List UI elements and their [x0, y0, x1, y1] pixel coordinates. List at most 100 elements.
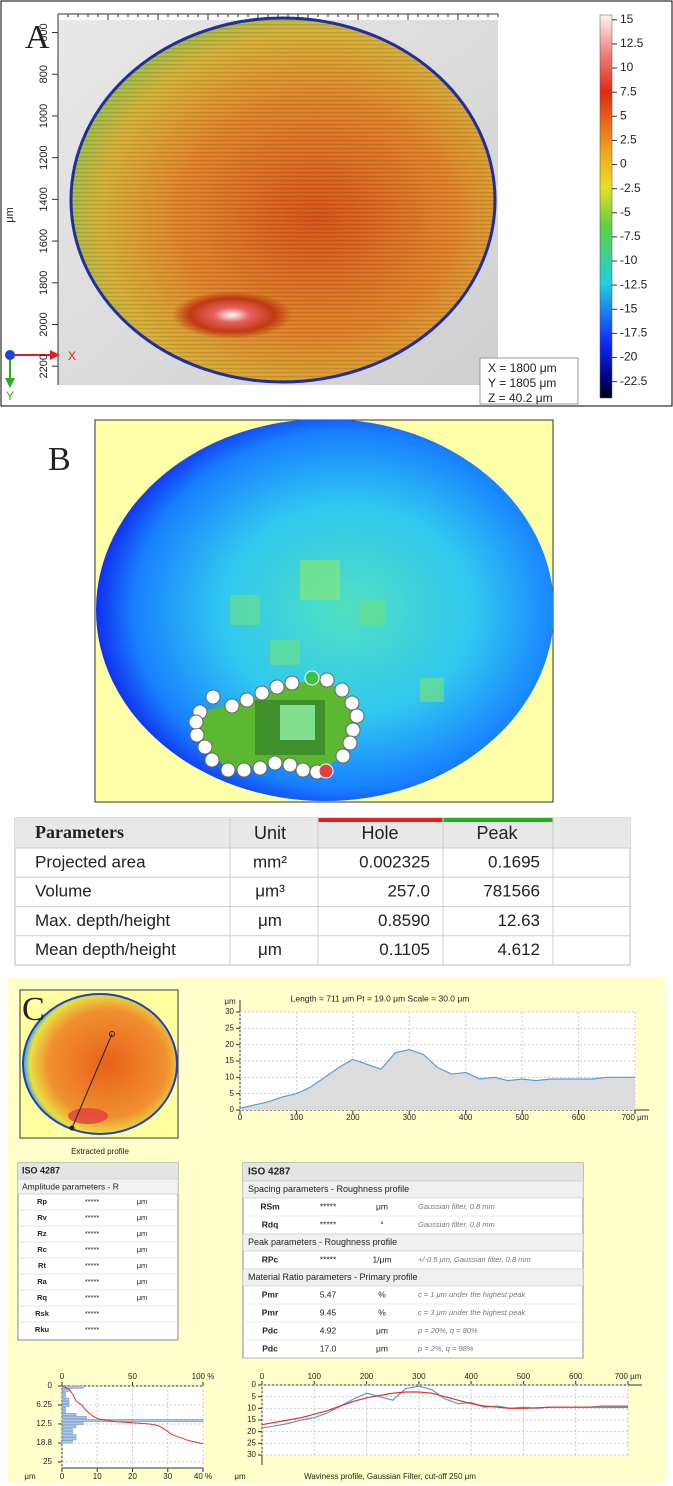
iso-cell: p = 2%, q = 98% — [417, 1344, 474, 1353]
y-tick-label: 12.5 — [36, 1419, 52, 1428]
y-tick-label: 800 — [38, 65, 50, 83]
x2-tick-label: 100 % — [192, 1372, 215, 1381]
iso-cell: 4.92 — [320, 1325, 337, 1335]
histogram-bar — [62, 1422, 83, 1424]
gizmo-label: Y — [6, 389, 14, 403]
iso-cell: μm — [137, 1293, 148, 1302]
contour-dot — [350, 709, 364, 723]
contour-dot — [336, 749, 350, 763]
iso-cell: +/-0.5 μm, Gaussian filter, 0.8 mm — [418, 1255, 531, 1264]
histogram-bar — [62, 1413, 76, 1415]
y-axis-label: μm — [4, 207, 16, 223]
histogram-bar — [62, 1441, 73, 1443]
contour-dot — [198, 740, 212, 754]
iso-section: Material Ratio parameters - Primary prof… — [248, 1272, 418, 1282]
patch — [360, 600, 385, 625]
iso-cell: Rku — [35, 1325, 50, 1334]
y-tick-label: 15 — [225, 1056, 234, 1065]
iso-cell: μm — [376, 1325, 388, 1335]
iso-cell: p = 20%, q = 80% — [417, 1326, 478, 1335]
iso-title: ISO 4287 — [248, 1167, 291, 1178]
x-tick-label: 30 — [163, 1472, 172, 1481]
histogram-bar — [62, 1425, 76, 1427]
x-tick-label: 100 — [308, 1372, 322, 1381]
iso-cell: 9.45 — [320, 1307, 337, 1317]
iso-title: ISO 4287 — [22, 1165, 60, 1175]
table-cell: μm³ — [255, 882, 285, 901]
thumbnail-spot — [68, 1108, 108, 1124]
contour-dot — [205, 753, 219, 767]
iso-cell: Ra — [37, 1277, 47, 1286]
y-tick-label: 6.25 — [36, 1400, 52, 1409]
y-tick-label: 25 — [247, 1438, 256, 1447]
iso-cell: RPc — [262, 1254, 279, 1264]
iso-cell: Pmr — [262, 1289, 279, 1299]
iso-cell: Rsk — [35, 1309, 50, 1318]
colorbar-tick-label: 15 — [620, 12, 634, 26]
y-tick-label: 20 — [247, 1427, 256, 1436]
table-cell: 0.8590 — [378, 911, 430, 930]
y-tick-label: 5 — [252, 1392, 257, 1401]
table-cell: 257.0 — [387, 882, 430, 901]
peak-marker — [443, 818, 553, 822]
table-cell: Volume — [35, 882, 92, 901]
x2-tick-label: 50 — [128, 1372, 137, 1381]
iso-cell: ***** — [320, 1201, 337, 1211]
iso-cell: Gaussian filter, 0.8 mm — [418, 1220, 495, 1229]
colorbar-tick-label: 7.5 — [620, 84, 637, 98]
y-tick-label: 5 — [230, 1089, 235, 1098]
iso-cell: ***** — [85, 1309, 100, 1318]
colorbar-tick-label: -12.5 — [620, 277, 648, 291]
table-cell: Max. depth/height — [35, 911, 170, 930]
iso-cell: Rc — [37, 1245, 47, 1254]
profile-start — [70, 1126, 75, 1131]
x-tick-label: 700 μm — [615, 1372, 642, 1381]
patch — [270, 640, 300, 665]
x-tick-label: 200 — [346, 1113, 360, 1122]
colorbar-tick-label: -7.5 — [620, 229, 641, 243]
contour-dot — [225, 699, 239, 713]
x-tick-label: 400 — [464, 1372, 478, 1381]
histogram-bar — [62, 1432, 73, 1434]
table-cell: μm — [258, 911, 282, 930]
histogram-bar — [62, 1398, 69, 1400]
iso-title-row — [243, 1163, 583, 1181]
iso-cell: 5.47 — [320, 1289, 337, 1299]
readout: X = 1800 μm — [488, 361, 557, 375]
colorbar-tick-label: 10 — [620, 60, 634, 74]
gizmo-label: X — [68, 349, 76, 363]
histogram-bar — [62, 1438, 76, 1440]
iso-cell: c = 3 μm under the highest peak — [418, 1308, 527, 1317]
table-cell: 4.612 — [497, 940, 540, 959]
colorbar-tick-label: -20 — [620, 350, 638, 364]
y-tick-label: 30 — [247, 1450, 256, 1459]
iso-cell: μm — [137, 1213, 148, 1222]
contour-dot — [221, 763, 235, 777]
iso-cell: μm — [137, 1229, 148, 1238]
iso-cell: μm — [376, 1343, 388, 1353]
iso-cell: ***** — [85, 1277, 100, 1286]
table-cell: mm² — [253, 852, 287, 871]
y-tick-label: 10 — [247, 1403, 256, 1412]
iso-cell: Rp — [37, 1197, 47, 1206]
y-tick-label: 0 — [48, 1381, 53, 1390]
iso-cell: μm — [137, 1197, 148, 1206]
table-header: Peak — [476, 823, 518, 843]
contour-dot — [283, 758, 297, 772]
histogram-bar — [62, 1419, 203, 1421]
histogram-bar — [62, 1389, 69, 1391]
y-tick-label: 1200 — [38, 145, 50, 169]
iso-cell: Gaussian filter, 0.8 mm — [418, 1202, 495, 1211]
x-tick-label: 0 — [260, 1372, 265, 1381]
contour-dot — [189, 715, 203, 729]
iso-cell: Rdq — [262, 1219, 279, 1229]
heatmap — [96, 419, 554, 801]
table-cell: 0.1695 — [488, 852, 540, 871]
iso-cell: Pdc — [262, 1325, 278, 1335]
y-tick-label: 15 — [247, 1415, 256, 1424]
readout: Z = 40.2 μm — [488, 391, 553, 405]
x-tick-label: 500 — [515, 1113, 529, 1122]
iso-cell: Rt — [38, 1261, 46, 1270]
x-tick-label: 300 — [412, 1372, 426, 1381]
contour-dot — [268, 756, 282, 770]
